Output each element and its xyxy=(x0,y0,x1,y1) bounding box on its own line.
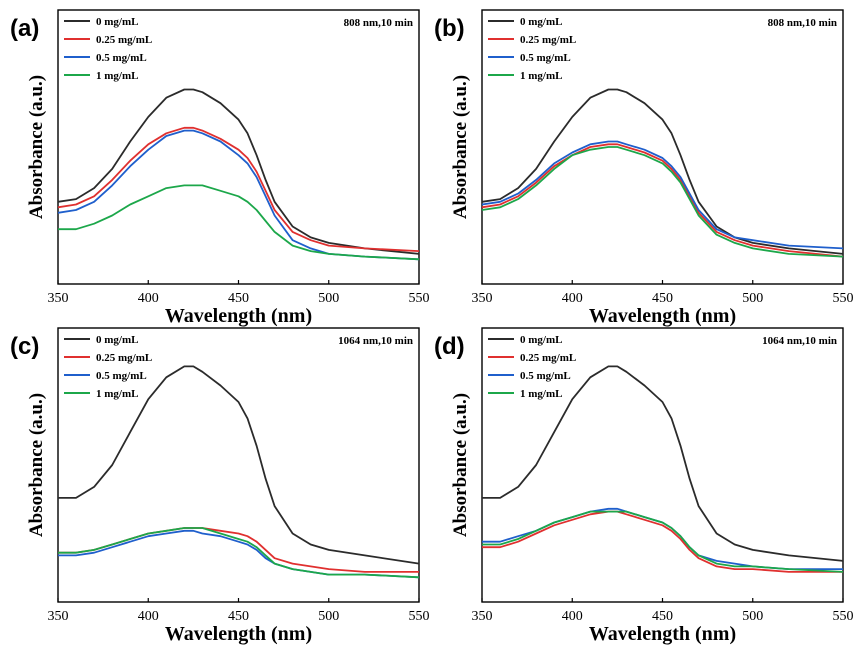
x-tick-label-b-2: 450 xyxy=(652,291,673,306)
x-tick-label-b-0: 350 xyxy=(472,291,493,306)
series-line-d-2 xyxy=(482,507,843,570)
x-tick-label-c-2: 450 xyxy=(228,609,249,624)
chart-panel-d: 350 400 450 500 550 Wavelength (nm) Absorbance… xyxy=(434,327,854,645)
legend-label-a-3: 1 mg/mL xyxy=(96,70,138,82)
y-axis-title-a: Absorbance (a.u.) xyxy=(26,75,47,219)
legend-d: 0 mg/mL 0.25 mg/mL 0.5 mg/mL 1 mg/mL xyxy=(488,334,576,400)
x-tick-label-b-3: 500 xyxy=(742,291,763,306)
series-line-a-2 xyxy=(57,129,420,261)
series-line-c-3 xyxy=(58,527,420,579)
legend-b: 0 mg/mL 0.25 mg/mL 0.5 mg/mL 1 mg/mL xyxy=(488,16,576,82)
series-line-b-1 xyxy=(481,143,844,258)
y-axis-title-c: Absorbance (a.u.) xyxy=(26,393,47,537)
x-tick-label-c-1: 400 xyxy=(138,609,159,624)
chart-panel-a: 350 400 450 500 550 Wavelength (nm) Absorbance… xyxy=(10,9,430,327)
series-line-c-0 xyxy=(58,365,420,565)
x-axis-title-c: Wavelength (nm) xyxy=(165,623,312,645)
legend-label-d-0: 0 mg/mL xyxy=(520,334,562,346)
y-axis-title-d: Absorbance (a.u.) xyxy=(450,393,471,537)
x-tick-label-a-2: 450 xyxy=(228,291,249,306)
panel-label-b: (b) xyxy=(434,15,465,42)
x-tick-label-a-1: 400 xyxy=(138,291,159,306)
legend-label-d-1: 0.25 mg/mL xyxy=(520,352,576,364)
series-line-b-0 xyxy=(481,88,844,255)
x-tick-label-a-3: 500 xyxy=(318,291,339,306)
x-tick-label-c-3: 500 xyxy=(318,609,339,624)
legend-label-b-0: 0 mg/mL xyxy=(520,16,562,28)
series-line-c-2 xyxy=(58,529,420,579)
x-tick-label-d-2: 450 xyxy=(652,609,673,624)
legend-label-c-3: 1 mg/mL xyxy=(96,388,138,400)
x-tick-label-b-4: 550 xyxy=(833,291,854,306)
legend-label-b-2: 0.5 mg/mL xyxy=(520,52,571,64)
series-line-b-2 xyxy=(481,140,844,250)
x-tick-label-d-4: 550 xyxy=(833,609,854,624)
panel-label-d: (d) xyxy=(434,333,465,360)
x-tick-label-a-0: 350 xyxy=(48,291,69,306)
condition-annotation-a: 808 nm,10 min xyxy=(344,17,413,29)
x-tick-label-d-0: 350 xyxy=(472,609,493,624)
legend-label-d-2: 0.5 mg/mL xyxy=(520,370,571,382)
x-axis-title-d: Wavelength (nm) xyxy=(589,623,736,645)
legend-label-a-1: 0.25 mg/mL xyxy=(96,34,152,46)
legend-label-d-3: 1 mg/mL xyxy=(520,388,562,400)
series-line-b-3 xyxy=(481,146,844,258)
series-line-c-1 xyxy=(58,527,419,573)
condition-annotation-c: 1064 nm,10 min xyxy=(338,335,413,347)
panel-label-a: (a) xyxy=(10,15,39,42)
legend-label-b-3: 1 mg/mL xyxy=(520,70,562,82)
chart-panel-c: 350 400 450 500 550 Wavelength (nm) Absorbance… xyxy=(10,327,430,645)
legend-a: 0 mg/mL 0.25 mg/mL 0.5 mg/mL 1 mg/mL xyxy=(64,16,152,82)
chart-panel-b: 350 400 450 500 550 Wavelength (nm) Absorbance… xyxy=(434,9,854,327)
legend-label-c-2: 0.5 mg/mL xyxy=(96,370,147,382)
legend-c: 0 mg/mL 0.25 mg/mL 0.5 mg/mL 1 mg/mL xyxy=(64,334,152,400)
x-axis-title-a: Wavelength (nm) xyxy=(165,305,312,327)
x-tick-label-c-4: 550 xyxy=(409,609,430,624)
legend-label-b-1: 0.25 mg/mL xyxy=(520,34,576,46)
legend-label-c-0: 0 mg/mL xyxy=(96,334,138,346)
panel-label-c: (c) xyxy=(10,333,39,360)
series-line-d-0 xyxy=(482,365,844,562)
x-tick-label-c-0: 350 xyxy=(48,609,69,624)
x-tick-label-d-1: 400 xyxy=(562,609,583,624)
legend-label-c-1: 0.25 mg/mL xyxy=(96,352,152,364)
series-line-a-3 xyxy=(58,184,420,261)
series-line-a-1 xyxy=(57,126,420,252)
y-axis-title-b: Absorbance (a.u.) xyxy=(450,75,471,219)
condition-annotation-b: 808 nm,10 min xyxy=(768,17,837,29)
condition-annotation-d: 1064 nm,10 min xyxy=(762,335,837,347)
legend-label-a-0: 0 mg/mL xyxy=(96,16,138,28)
x-tick-label-a-4: 550 xyxy=(409,291,430,306)
x-tick-label-d-3: 500 xyxy=(742,609,763,624)
x-axis-title-b: Wavelength (nm) xyxy=(589,305,736,327)
series-line-d-3 xyxy=(482,510,844,573)
x-tick-label-b-1: 400 xyxy=(562,291,583,306)
legend-label-a-2: 0.5 mg/mL xyxy=(96,52,147,64)
series-line-d-1 xyxy=(482,510,843,573)
series-line-a-0 xyxy=(57,88,420,255)
